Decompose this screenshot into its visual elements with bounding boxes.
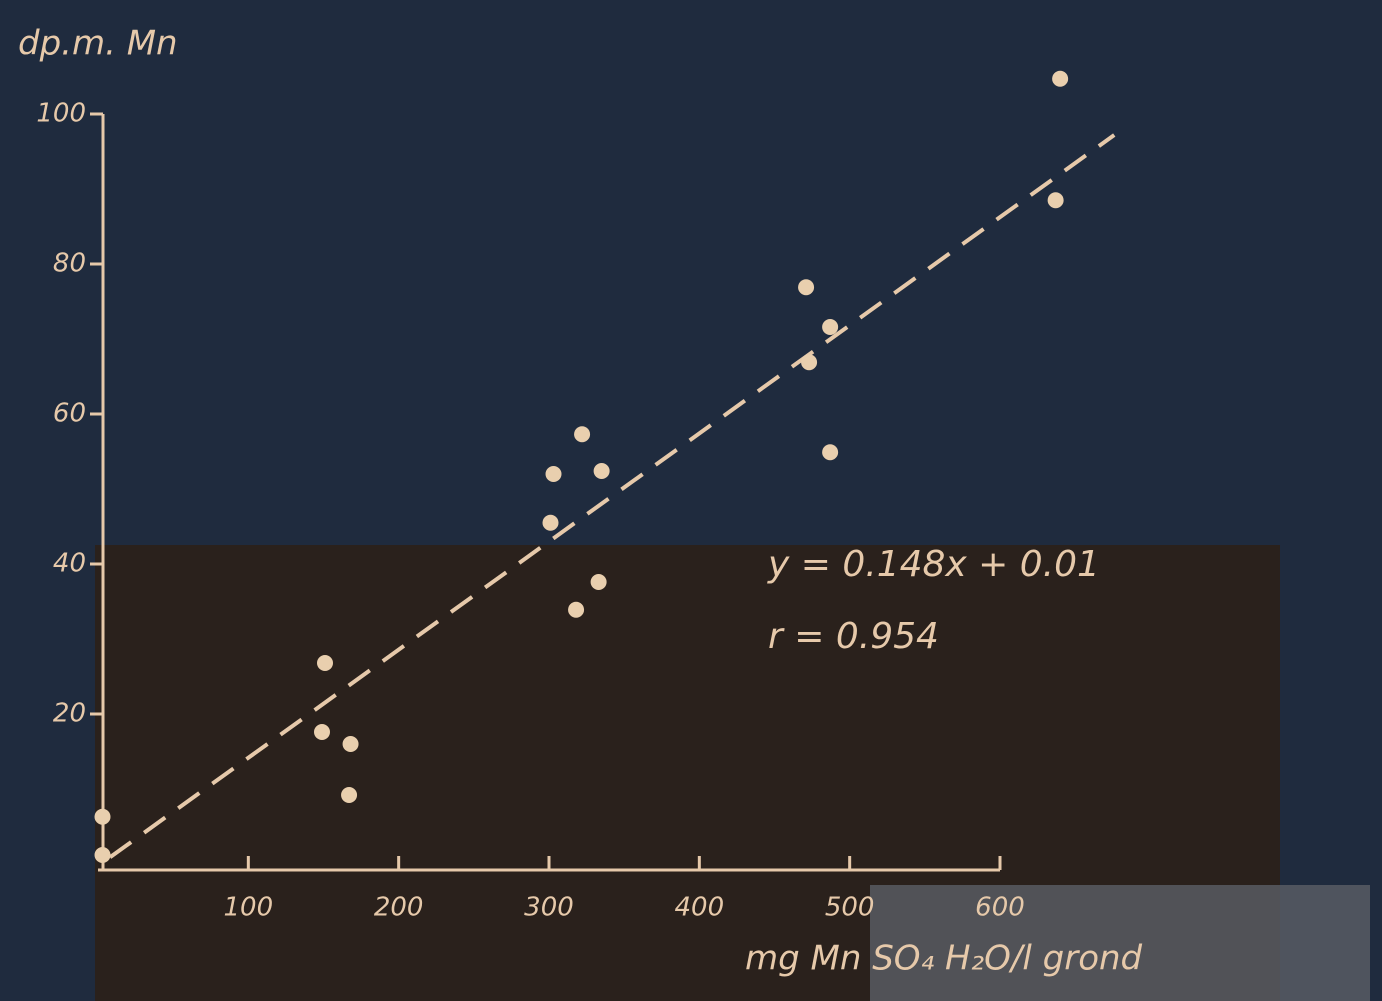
scatter-point [95, 809, 111, 825]
page: {"chart_data": {"type": "scatter", "y_la… [0, 0, 1382, 1001]
scatter-point [822, 444, 838, 460]
chart: dp.m. Mn mg Mn SO₄ H₂O/l grond y = 0.148… [0, 0, 1382, 1001]
scatter-point [798, 279, 814, 295]
scatter-point [543, 515, 559, 531]
scatter-point [95, 847, 111, 863]
x-tick-label: 200 [374, 893, 424, 923]
x-tick-label: 100 [224, 893, 274, 923]
x-axis-label: mg Mn SO₄ H₂O/l grond [745, 939, 1143, 979]
scatter-point [343, 736, 359, 752]
x-tick-label: 400 [675, 893, 725, 923]
scatter-point [341, 787, 357, 803]
scatter-point [1052, 71, 1068, 87]
scatter-point [801, 354, 817, 370]
scatter-point [317, 655, 333, 671]
scatter-point [591, 574, 607, 590]
x-tick-label: 600 [975, 893, 1025, 923]
scatter-point [1048, 192, 1064, 208]
annotation: y = 0.148x + 0.01 [767, 544, 1100, 585]
scatter-point [314, 724, 330, 740]
x-tick-label: 500 [825, 893, 875, 923]
y-tick-label: 20 [53, 699, 86, 729]
y-tick-label: 80 [53, 249, 86, 279]
scatter-point [568, 602, 584, 618]
y-axis-label: dp.m. Mn [18, 24, 178, 64]
y-tick-label: 40 [53, 549, 86, 579]
scatter-point [822, 319, 838, 335]
scatter-point [594, 463, 610, 479]
annotation: r = 0.954 [768, 616, 939, 657]
y-tick-label: 100 [36, 99, 86, 129]
scatter-point [574, 426, 590, 442]
scatter-point [546, 466, 562, 482]
x-tick-label: 300 [524, 893, 574, 923]
y-tick-label: 60 [53, 399, 86, 429]
